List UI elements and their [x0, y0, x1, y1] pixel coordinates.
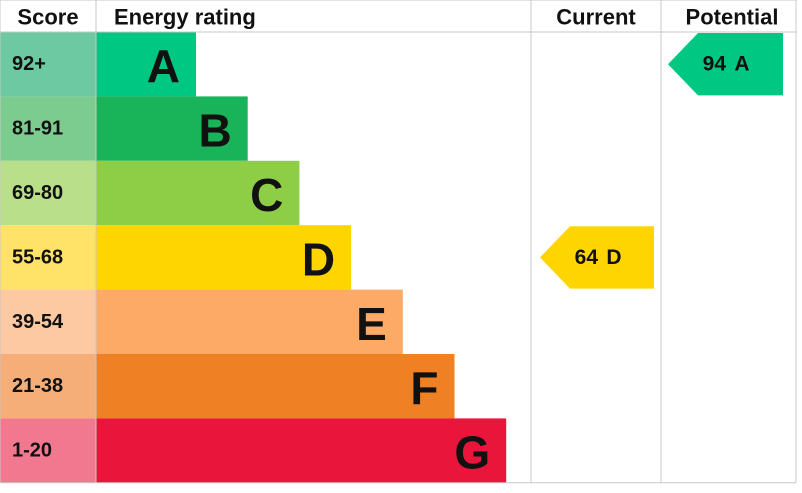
rating-bar — [96, 96, 248, 161]
rating-letter: F — [410, 362, 438, 414]
rating-bar — [96, 32, 196, 97]
score-cell — [0, 32, 96, 97]
rating-letter: D — [302, 233, 335, 285]
rating-letter: C — [250, 169, 283, 221]
rating-letter: G — [454, 427, 490, 479]
score-cell — [0, 354, 96, 419]
rating-bar — [96, 354, 455, 419]
potential-rating: A — [734, 53, 749, 76]
score-label: 55-68 — [12, 246, 63, 268]
score-cell — [0, 289, 96, 354]
rating-bar — [96, 160, 300, 226]
score-label: 81-91 — [12, 118, 63, 140]
score-cell — [0, 418, 96, 483]
score-label: 92+ — [12, 53, 46, 75]
score-cell — [0, 160, 96, 226]
header-rating: Energy rating — [114, 5, 256, 30]
score-label: 69-80 — [12, 182, 63, 204]
rating-letter: A — [147, 40, 180, 92]
current-rating: D — [606, 246, 621, 269]
current-arrow — [540, 226, 654, 289]
potential-value: 94 — [703, 53, 727, 76]
potential-arrow — [668, 33, 783, 96]
rating-letter: E — [356, 298, 387, 350]
header-potential: Potential — [686, 5, 779, 30]
header-current: Current — [556, 5, 636, 30]
rating-bar — [96, 418, 507, 483]
header-score: Score — [17, 5, 78, 30]
score-cell — [0, 96, 96, 161]
rating-bar — [96, 289, 403, 354]
score-label: 21-38 — [12, 375, 63, 397]
rating-bar — [96, 225, 352, 290]
rating-letter: B — [198, 105, 231, 157]
current-value: 64 — [575, 246, 599, 269]
score-label: 1-20 — [12, 440, 52, 462]
score-label: 39-54 — [12, 311, 64, 333]
score-cell — [0, 225, 96, 290]
